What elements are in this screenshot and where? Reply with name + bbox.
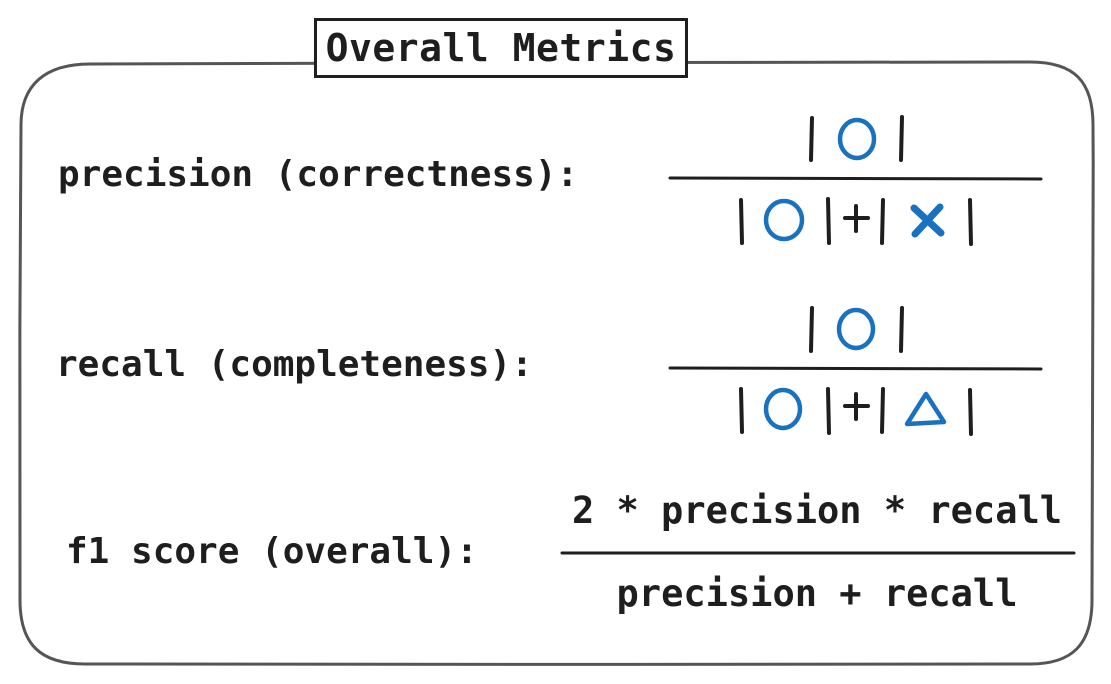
abs-bar bbox=[809, 306, 814, 353]
recall-label: recall (completeness): bbox=[56, 344, 533, 385]
circle-icon bbox=[836, 307, 876, 351]
abs-bar bbox=[899, 115, 904, 162]
recall-symbols bbox=[763, 307, 947, 431]
abs-bar bbox=[968, 388, 973, 436]
f1-label: f1 score (overall): bbox=[66, 531, 478, 572]
triangle-icon bbox=[904, 391, 947, 427]
container-outline bbox=[18, 60, 1095, 666]
circle-icon bbox=[763, 387, 803, 431]
circle-icon bbox=[837, 117, 877, 161]
abs-bar bbox=[826, 197, 831, 245]
precision-label: precision (correctness): bbox=[58, 154, 579, 195]
abs-bar bbox=[809, 116, 814, 162]
abs-bar bbox=[826, 387, 831, 435]
title-box: Overall Metrics bbox=[314, 18, 688, 78]
abs-bar bbox=[899, 306, 904, 353]
f1-numerator: 2 * precision * recall bbox=[571, 489, 1063, 532]
precision-fraction bbox=[668, 115, 1043, 246]
abs-bar bbox=[968, 198, 973, 246]
abs-bar bbox=[880, 198, 885, 245]
fraction-line bbox=[668, 366, 1043, 371]
abs-bar bbox=[880, 387, 885, 434]
recall-fraction bbox=[668, 306, 1043, 436]
abs-bar bbox=[739, 387, 744, 434]
circle-icon bbox=[763, 198, 805, 242]
fraction-line bbox=[668, 176, 1043, 181]
diagram-title: Overall Metrics bbox=[325, 26, 677, 70]
abs-bar bbox=[739, 198, 744, 245]
precision-symbols bbox=[763, 117, 945, 242]
f1-denominator: precision + recall bbox=[616, 572, 1018, 615]
